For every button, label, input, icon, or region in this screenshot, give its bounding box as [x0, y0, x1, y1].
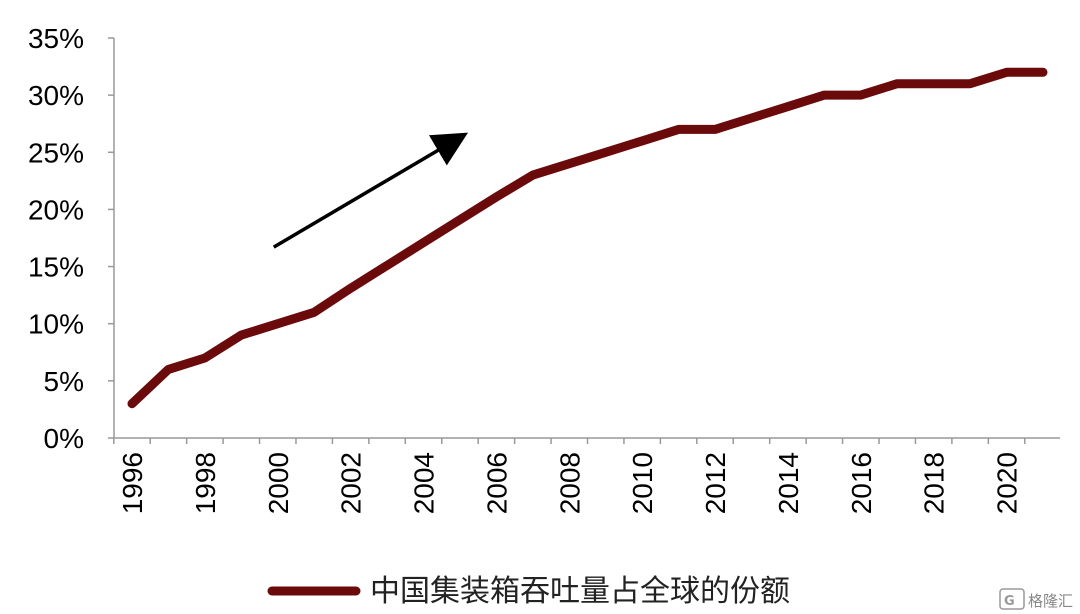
legend: 中国集装箱吞吐量占全球的份额: [267, 574, 790, 609]
x-axis-ticks: 1996 1998 2000 2002 2004 2006 2008 2010 2012 2014…: [113, 438, 1026, 514]
y-axis-ticks: 0% 5% 10% 15% 20% 25% 30% 35%: [28, 23, 114, 454]
y-tick-label: 30%: [28, 80, 84, 111]
x-tick-label: 2014: [773, 452, 804, 514]
x-tick-label: 1996: [117, 452, 148, 514]
axes: [113, 38, 1060, 439]
x-tick-label: 2004: [409, 452, 440, 514]
y-tick-label: 10%: [28, 309, 84, 340]
x-tick-label: 1998: [190, 452, 221, 514]
x-tick-label: 2010: [627, 452, 658, 514]
x-tick-label: 2000: [263, 452, 294, 514]
watermark: G 格隆汇: [999, 588, 1073, 610]
y-tick-label: 20%: [28, 194, 84, 225]
x-tick-label: 2012: [700, 452, 731, 514]
x-tick-label: 2006: [481, 452, 512, 514]
trend-arrow: [272, 132, 469, 249]
y-tick-label: 5%: [44, 366, 84, 397]
x-tick-label: 2020: [992, 452, 1023, 514]
y-tick-label: 0%: [44, 423, 84, 454]
y-tick-label: 15%: [28, 252, 84, 283]
series-line: [127, 67, 1048, 409]
legend-label: 中国集装箱吞吐量占全球的份额: [370, 574, 790, 609]
x-tick-label: 2016: [846, 452, 877, 514]
x-tick-label: 2002: [336, 452, 367, 514]
svg-text:G: G: [1004, 594, 1015, 609]
x-tick-label: 2008: [554, 452, 585, 514]
gelonghui-logo-icon: G: [999, 588, 1025, 610]
series-layer: [127, 67, 1048, 409]
annotations: [272, 132, 469, 249]
watermark-text: 格隆汇: [1028, 592, 1073, 610]
y-tick-label: 25%: [28, 137, 84, 168]
y-tick-label: 35%: [28, 23, 84, 54]
x-tick-label: 2018: [919, 452, 950, 514]
